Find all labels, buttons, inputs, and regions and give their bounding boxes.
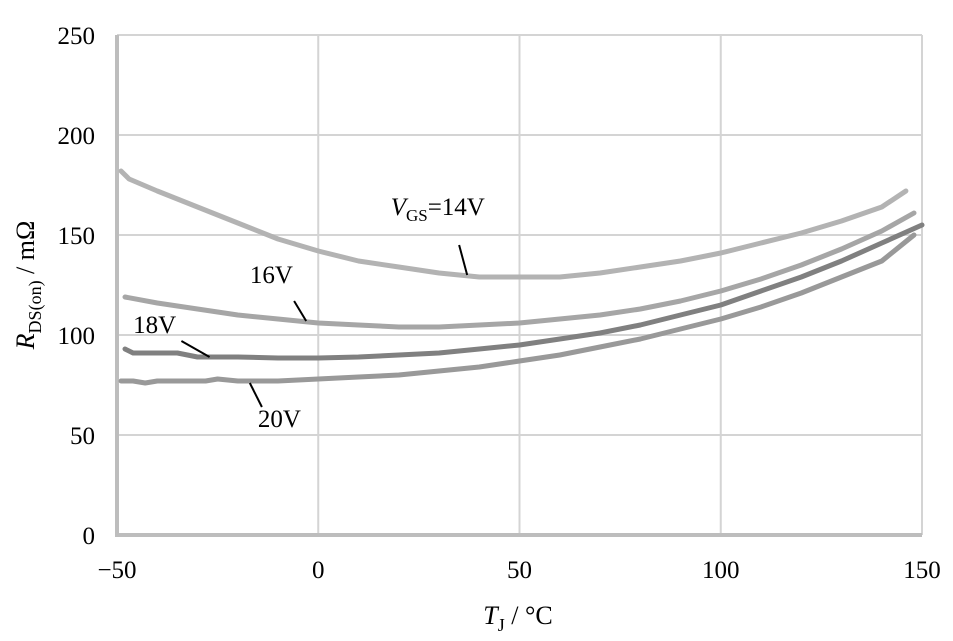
leader-line-16v: [293, 300, 308, 322]
y-tick-label-150: 150: [58, 223, 96, 250]
y-tick-label-100: 100: [58, 323, 96, 350]
x-tick-label-150: 150: [903, 557, 941, 584]
y-axis-subscript: DS(on): [25, 280, 46, 333]
y-tick-label-250: 250: [58, 23, 96, 50]
grid: [117, 34, 923, 535]
x-tick-label-50: 50: [507, 557, 532, 584]
y-axis-symbol: R: [11, 333, 40, 350]
y-tick-label-50: 50: [70, 423, 95, 450]
series-labels: VGS=14V 16V 18V 20V: [133, 194, 485, 433]
x-axis-title: TJ / °C: [483, 601, 552, 635]
x-tick-label-0: 0: [312, 557, 325, 584]
series-lines: [118, 168, 925, 386]
y-tick-label-0: 0: [83, 523, 96, 550]
x-tick-label-50: −50: [97, 557, 136, 584]
x-axis-unit: / °C: [505, 601, 553, 630]
series-line-18v: [122, 222, 925, 361]
y-axis-title: RDS(on) / mΩ: [11, 221, 46, 351]
axes: [115, 35, 922, 537]
series-line-20v: [118, 232, 917, 386]
x-axis-symbol: T: [483, 601, 499, 630]
series-label-20v: 20V: [258, 406, 301, 433]
y-tick-label-200: 200: [58, 123, 96, 150]
series-line-16v: [122, 210, 917, 330]
series-label-18v: 18V: [133, 312, 176, 339]
leader-line-20v: [248, 382, 263, 408]
x-axis-subscript: J: [498, 615, 505, 635]
leader-line-v-gs-14v: [458, 244, 469, 276]
series-label-16v: 16V: [250, 262, 293, 289]
series-line-v-gs-14v: [118, 168, 909, 280]
leader-line-18v: [180, 340, 211, 358]
series-label-v-gs-14v: VGS=14V: [391, 194, 485, 225]
x-tick-label-100: 100: [702, 557, 740, 584]
y-axis-unit: / mΩ: [11, 221, 40, 281]
